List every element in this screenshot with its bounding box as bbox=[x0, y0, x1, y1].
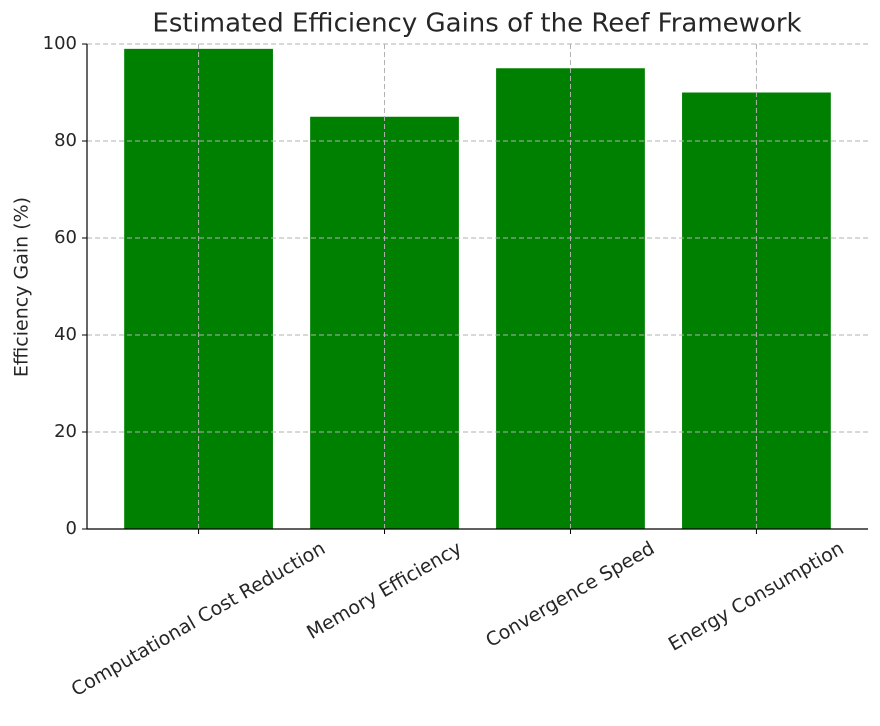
x-tick-label: Computational Cost Reduction bbox=[68, 537, 329, 701]
x-tick-label: Convergence Speed bbox=[482, 537, 658, 651]
y-tick-label: 100 bbox=[43, 33, 77, 54]
y-axis-label: Efficiency Gain (%) bbox=[11, 197, 33, 377]
y-tick-label: 40 bbox=[54, 324, 77, 345]
x-tick-label: Energy Consumption bbox=[665, 537, 848, 655]
chart-title: Estimated Efficiency Gains of the Reef F… bbox=[152, 9, 801, 39]
y-tick-label: 20 bbox=[54, 421, 77, 442]
y-tick-label: 0 bbox=[66, 518, 77, 539]
bar bbox=[310, 116, 459, 529]
y-tick-label: 80 bbox=[54, 130, 77, 151]
x-tick-label: Memory Efficiency bbox=[303, 537, 465, 643]
bar bbox=[496, 68, 645, 529]
y-tick-label: 60 bbox=[54, 227, 77, 248]
